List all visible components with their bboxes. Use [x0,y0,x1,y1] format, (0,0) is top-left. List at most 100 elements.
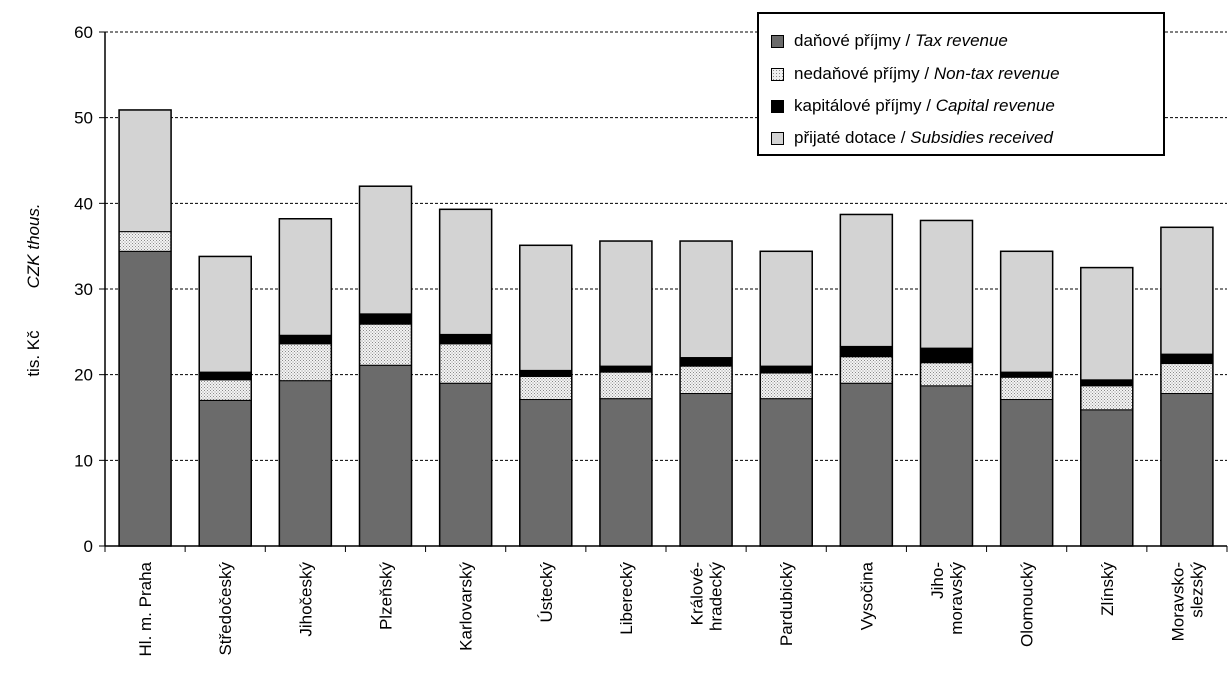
bar-segment-s3-c5 [519,244,573,371]
y-tick-label-60: 60 [74,23,93,42]
bar-segment-s3-c7 [679,240,733,359]
x-tick-label-1-0: Středočeský [216,562,235,656]
axes [99,31,1228,552]
bar-segment-s0-c2 [278,380,332,547]
bar-segment-s0-c13 [1160,393,1214,547]
x-tick-label-group-10: Jiho-moravský [928,562,966,635]
legend-label-capital-cz: kapitálové příjmy [794,96,922,115]
x-tick-label-group-0: Hl. m. Praha [136,561,155,656]
bar-segment-s2-c12 [1080,379,1134,387]
bar-segment-s3-c12 [1080,267,1134,381]
bar-segment-s0-c11 [1000,399,1054,547]
bar-segment-s1-c3 [359,323,412,366]
legend-swatch-subsidies [771,131,784,145]
bar-segment-s1-c4 [439,343,493,384]
y-axis-label-en: CZK thous. [24,203,43,289]
legend-label-capital-en: Capital revenue [935,96,1055,115]
bar-segment-s3-c2 [278,218,332,336]
x-tick-label-group-4: Karlovarský [457,562,476,651]
x-tick-label-7-1: hradecký [707,562,726,631]
y-tick-label-20: 20 [74,366,93,385]
y-tick-label-40: 40 [74,194,93,213]
legend-label-nontax-cz: nedaňové příjmy [794,64,920,83]
bar-segment-s1-c7 [679,365,733,395]
bar-segment-s0-c10 [920,385,973,547]
x-tick-label-2-0: Jihočeský [296,562,315,637]
x-tick-label-10-0: Jiho- [928,562,947,599]
x-tick-label-5-0: Ústecký [537,562,556,623]
bar-segment-s2-c7 [679,357,733,367]
x-tick-label-group-9: Vysočina [857,561,876,630]
bar-segment-s2-c11 [1000,371,1054,378]
bar-segment-s2-c10 [920,347,973,364]
x-tick-label-13-0: Moravsko- [1168,562,1187,641]
x-tick-label-group-1: Středočeský [216,562,235,656]
bar-segment-s3-c4 [439,208,493,335]
bar-segment-s1-c1 [198,379,252,401]
legend-label-subsidies-cz: přijaté dotace [794,128,897,147]
bar-segment-s0-c4 [439,382,493,547]
legend-label-nontax-en: Non-tax revenue [933,64,1060,83]
bar-segment-s1-c13 [1160,363,1214,395]
x-tick-label-group-2: Jihočeský [296,562,315,637]
y-tick-labels: 0 10 20 30 40 50 60 [74,23,93,556]
bar-segment-s0-c3 [359,364,412,547]
x-tick-label-3-0: Plzeňský [377,562,396,631]
y-axis-label: tis. Kč CZK thous. [24,203,44,376]
bar-segment-s1-c9 [839,356,893,384]
bar-segment-s0-c0 [118,250,172,547]
bar-segment-s1-c10 [920,362,973,387]
bar-segment-s3-c6 [599,240,653,367]
bar-segment-s0-c7 [679,393,733,547]
x-tick-label-group-12: Zlínský [1098,562,1117,616]
x-tick-label-group-8: Pardubický [777,562,796,647]
x-tick-label-group-3: Plzeňský [377,562,396,631]
x-tick-label-group-6: Liberecký [617,562,636,635]
x-tick-label-group-11: Olomoucký [1018,562,1037,648]
legend-item-tax: daňové příjmy / Tax revenue [771,30,1008,52]
bar-segment-s2-c2 [278,334,332,345]
bar-segment-s1-c0 [118,231,172,252]
y-tick-label-0: 0 [84,537,93,556]
x-tick-label-10-1: moravský [947,562,966,635]
bar-segment-s3-c3 [359,185,412,315]
x-tick-label-0-0: Hl. m. Praha [136,561,155,656]
bar-segment-s2-c5 [519,369,573,377]
x-tick-label-group-13: Moravsko-slezský [1168,562,1206,642]
legend-label-tax-cz: daňové příjmy [794,31,901,50]
bar-segment-s0-c12 [1080,409,1134,547]
y-tick-label-30: 30 [74,280,93,299]
x-tick-label-7-0: Králové- [688,562,707,625]
bar-segment-s2-c9 [839,345,893,358]
x-tick-label-4-0: Karlovarský [457,562,476,651]
x-tick-label-13-1: slezský [1187,562,1206,618]
x-tick-label-8-0: Pardubický [777,562,796,647]
bar-segment-s1-c11 [1000,376,1054,401]
legend-label-subsidies-en: Subsidies received [910,128,1053,147]
y-axis-label-cz: tis. Kč [24,330,43,377]
bar-segment-s2-c3 [359,313,412,325]
bar-segment-s0-c6 [599,398,653,547]
bar-segment-s3-c10 [920,219,973,349]
bar-segment-s0-c1 [198,399,252,547]
bar-segment-s3-c13 [1160,226,1214,355]
x-tick-label-group-5: Ústecký [537,562,556,623]
bar-segment-s0-c9 [839,382,893,547]
bar-segment-s2-c1 [198,371,252,381]
bar-segment-s1-c12 [1080,385,1134,411]
bar-segment-s1-c6 [599,371,653,400]
legend-item-nontax: nedaňové příjmy / Non-tax revenue [771,63,1060,85]
bar-stacks [118,109,1214,547]
x-tick-label-9-0: Vysočina [857,561,876,630]
bar-segment-s2-c8 [759,365,813,374]
bar-segment-s3-c9 [839,213,893,347]
x-tick-labels: Hl. m. Praha Středočeský Jihočeský Plzeňský… [136,561,1206,656]
legend-label-tax-en: Tax revenue [914,31,1008,50]
x-tick-label-group-7: Králové-hradecký [688,562,726,631]
legend-swatch-capital [771,99,784,113]
legend-swatch-nontax [771,67,784,81]
bar-segment-s0-c5 [519,399,573,547]
bar-segment-s1-c5 [519,375,573,401]
bar-segment-s3-c8 [759,250,813,367]
